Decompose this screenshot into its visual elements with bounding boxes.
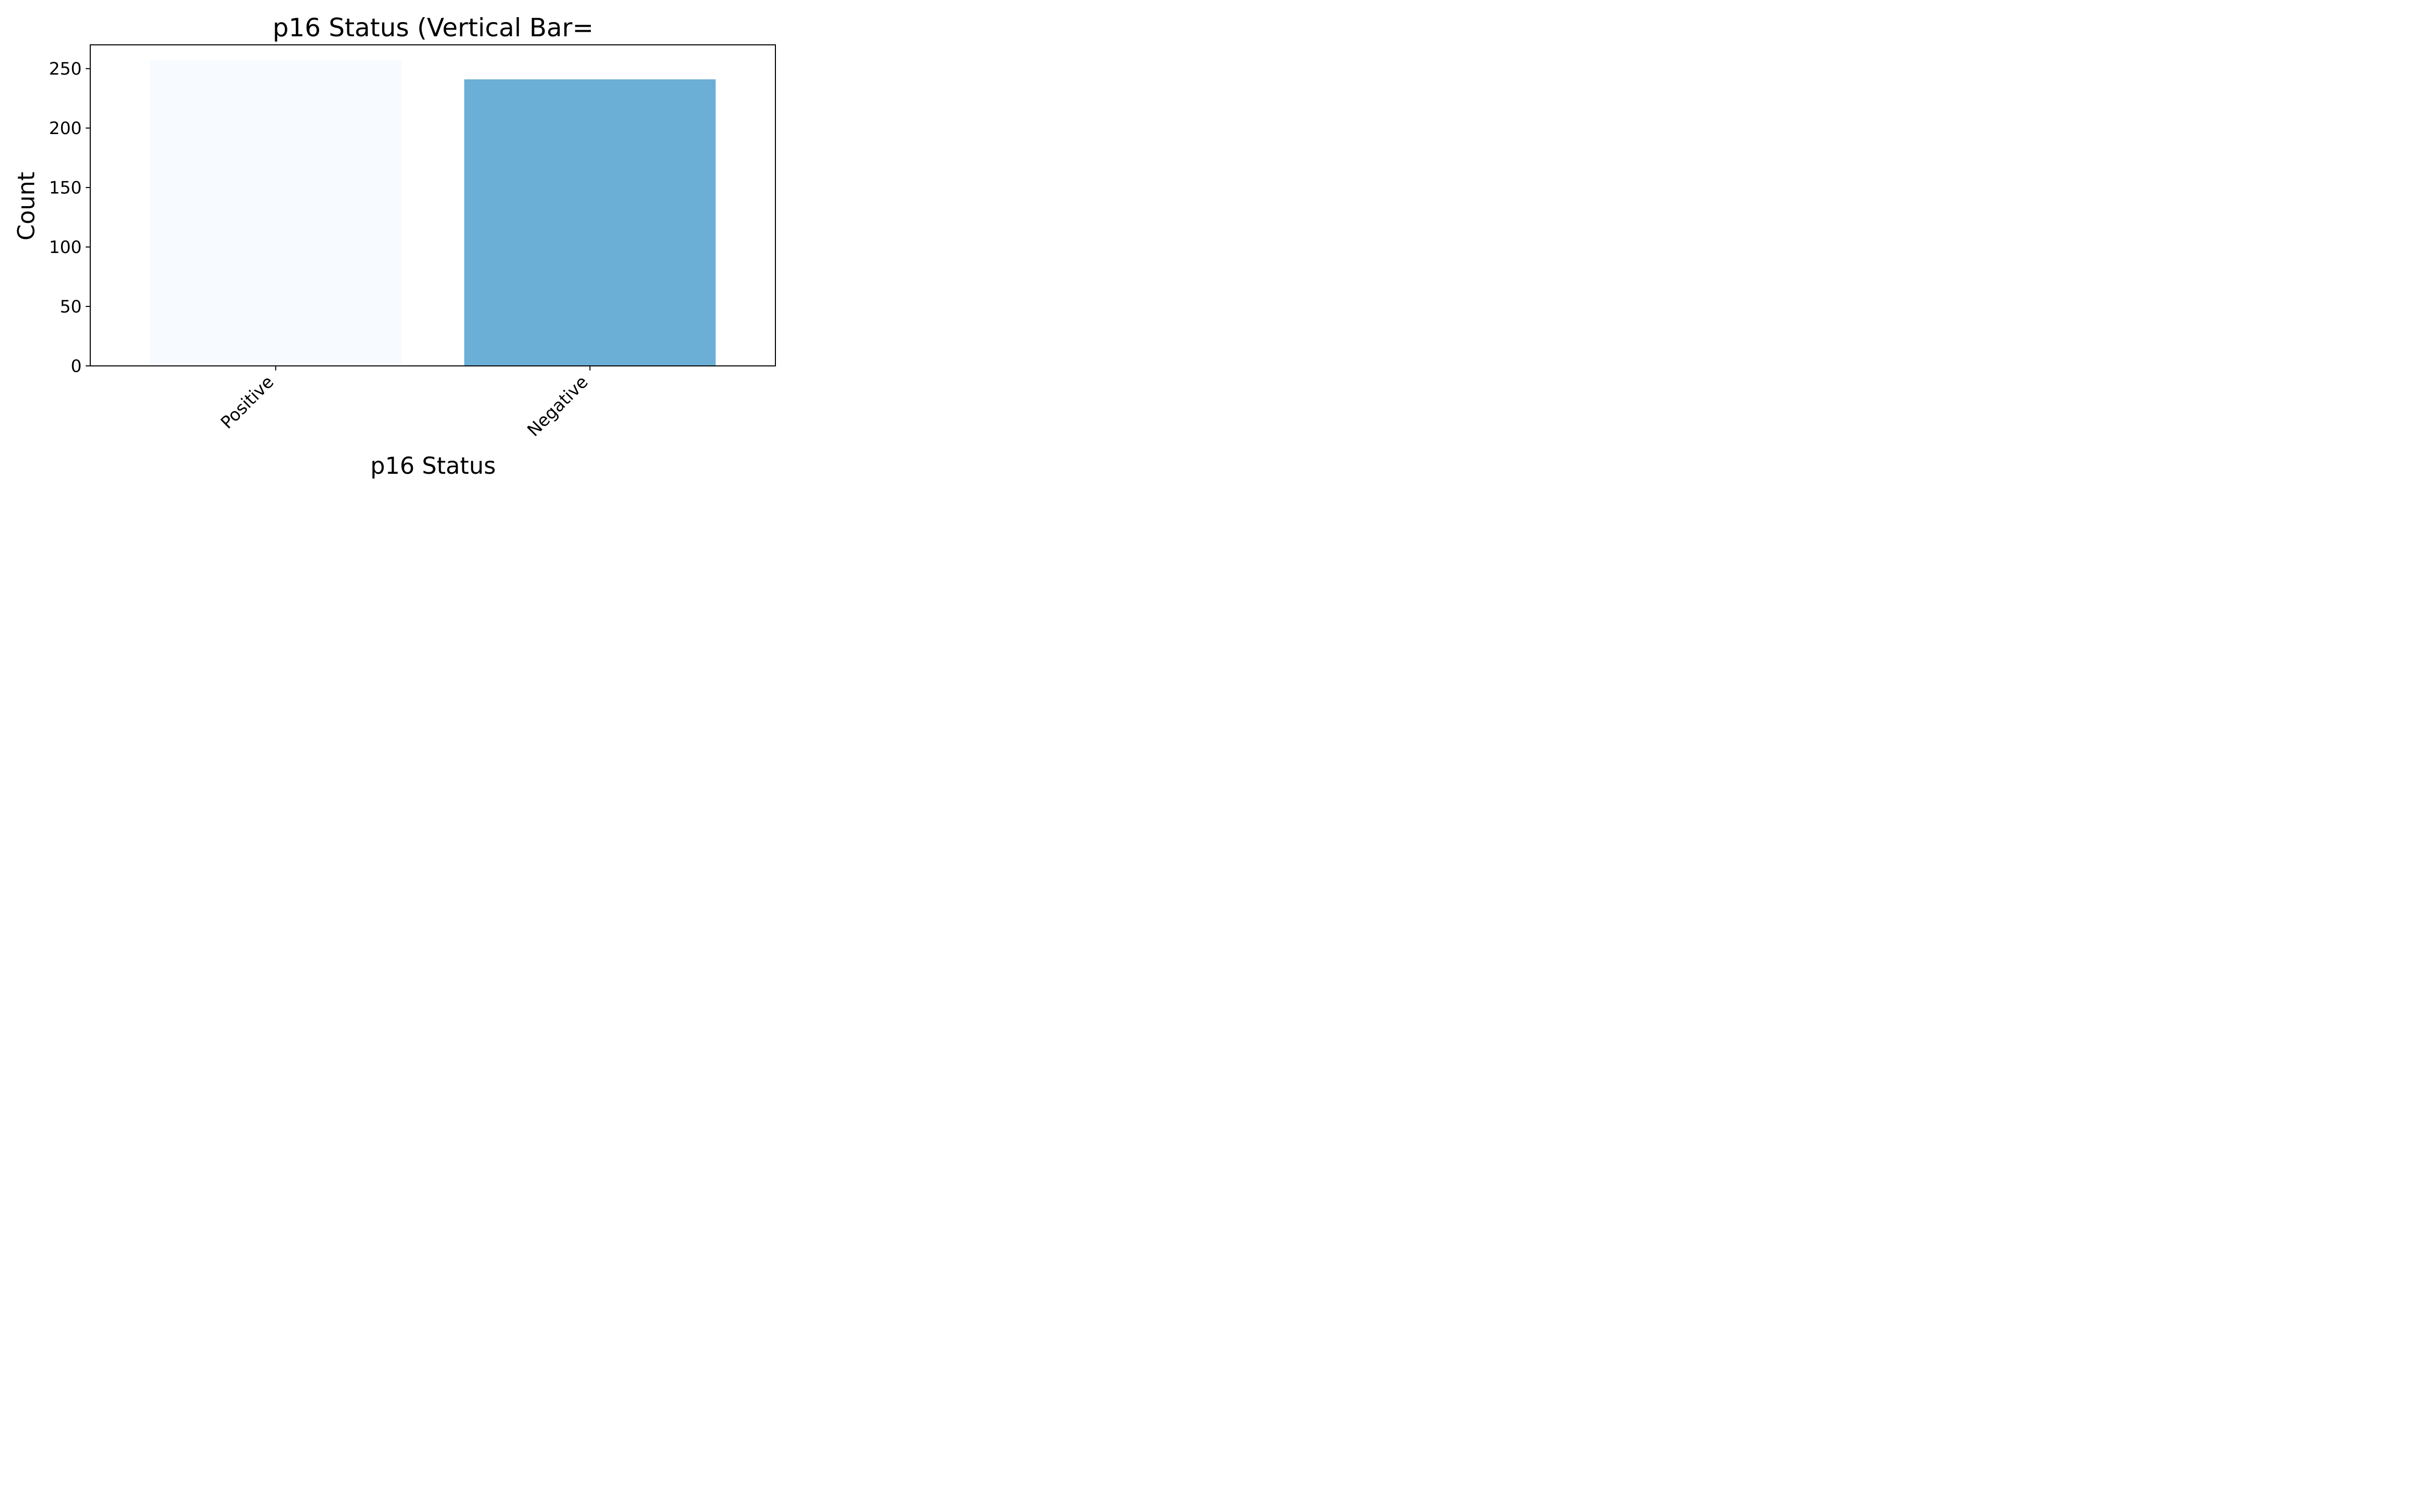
plot-frame [90, 44, 776, 366]
y-axis-label: Count [13, 172, 40, 241]
y-tick-label: 100 [49, 237, 82, 258]
y-tick-label: 250 [49, 59, 82, 79]
bars-group [150, 60, 716, 366]
bar-positive [150, 60, 402, 366]
chart-title: p16 Status (Vertical Bar= [273, 13, 593, 42]
y-tick-label: 200 [49, 118, 82, 139]
y-tick-label: 0 [71, 356, 82, 376]
bar-chart: p16 Status (Vertical Bar= 0 50 100 150 200 25… [13, 13, 776, 479]
x-axis-label: p16 Status [371, 452, 496, 479]
x-tick-label: Positive [217, 372, 278, 433]
x-tick-label: Negative [523, 372, 592, 440]
x-axis: Positive Negative [217, 366, 592, 440]
y-axis: 0 50 100 150 200 250 [49, 59, 90, 376]
y-tick-label: 50 [60, 297, 82, 317]
y-tick-label: 150 [49, 178, 82, 198]
bar-negative [464, 79, 716, 366]
